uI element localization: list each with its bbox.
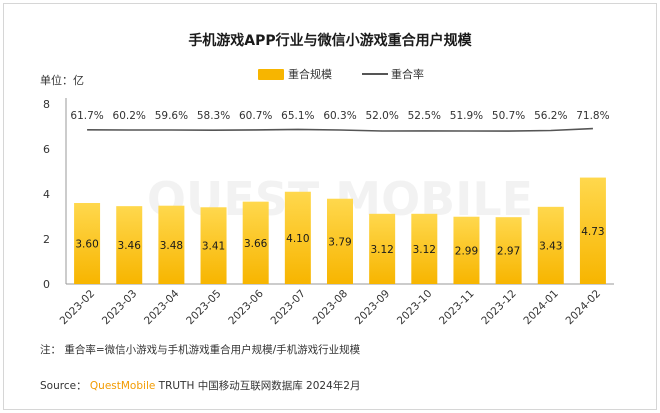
source-brand: QuestMobile: [89, 380, 156, 392]
bar: [453, 216, 480, 284]
legend-bar-label: 重合规模: [288, 68, 332, 81]
rate-value-label: 52.0%: [365, 110, 398, 122]
rate-line: [87, 127, 593, 132]
y-tick-label: 2: [43, 233, 50, 246]
bar-value-label: 3.43: [539, 240, 562, 252]
x-tick-label: 2024-01: [521, 288, 561, 328]
source-line: Source： QuestMobile TRUTH 中国移动互联网数据库 202…: [40, 378, 360, 393]
bar: [495, 217, 522, 284]
source-prefix: Source：: [40, 380, 90, 392]
rate-value-label: 51.9%: [450, 110, 483, 122]
bar: [411, 213, 438, 284]
bar-value-label: 4.73: [581, 226, 604, 238]
rate-value-label: 59.6%: [155, 110, 188, 122]
x-tick-label: 2023-07: [268, 288, 308, 328]
legend-line-label: 重合率: [391, 68, 424, 81]
x-tick-label: 2023-03: [100, 288, 140, 328]
bar: [327, 198, 353, 284]
rate-value-label: 60.3%: [323, 110, 356, 122]
rate-value-label: 60.2%: [113, 110, 146, 122]
bar-value-label: 3.79: [328, 236, 351, 248]
rate-value-label: 58.3%: [197, 110, 230, 122]
rate-value-label: 50.7%: [492, 110, 525, 122]
legend: 重合规模 重合率: [258, 66, 424, 82]
bar: [579, 177, 606, 284]
bar: [116, 206, 143, 284]
x-tick-label: 2023-10: [395, 288, 435, 328]
rate-value-label: 60.7%: [239, 110, 272, 122]
bar-value-label: 4.10: [286, 233, 309, 245]
y-tick-label: 6: [43, 143, 50, 156]
y-tick-label: 0: [43, 278, 50, 291]
bar: [158, 205, 185, 284]
bar: [369, 213, 396, 284]
rate-value-label: 56.2%: [534, 110, 567, 122]
legend-bar-swatch: [258, 68, 284, 80]
rate-value-label: 52.5%: [408, 110, 441, 122]
bar: [74, 203, 101, 284]
x-tick-label: 2023-08: [311, 288, 351, 328]
y-tick-label: 8: [43, 98, 50, 111]
x-tick-label: 2023-12: [479, 288, 519, 328]
bar-value-label: 2.99: [455, 245, 478, 257]
source-rest: TRUTH 中国移动互联网数据库 2024年2月: [155, 380, 361, 392]
x-tick-label: 2023-06: [226, 287, 266, 327]
rate-value-label: 61.7%: [70, 110, 103, 122]
bar: [537, 206, 564, 284]
bar-value-label: 3.41: [202, 241, 225, 253]
bar: [242, 201, 269, 284]
x-tick-label: 2023-04: [142, 287, 182, 327]
x-tick-label: 2023-09: [353, 288, 393, 328]
bar-value-label: 3.66: [244, 238, 268, 250]
bar-value-label: 3.60: [75, 239, 98, 251]
bar-value-label: 3.48: [160, 240, 183, 252]
legend-line-swatch: [362, 73, 388, 75]
footnote: 注： 重合率=微信小游戏与手机游戏重合用户规模/手机游戏行业规模: [40, 344, 361, 356]
unit-label: 单位：亿: [40, 74, 84, 87]
x-tick-label: 2024-02: [564, 288, 604, 328]
bar: [284, 191, 311, 284]
y-tick-label: 4: [43, 188, 50, 201]
rate-value-label: 71.8%: [576, 110, 609, 122]
bar-value-label: 2.97: [497, 246, 520, 258]
bar: [200, 207, 227, 284]
bar-value-label: 3.12: [413, 244, 436, 256]
bar-value-label: 3.46: [118, 240, 142, 252]
chart-title: 手机游戏APP行业与微信小游戏重合用户规模: [188, 33, 472, 49]
x-tick-label: 2023-11: [437, 288, 477, 328]
x-tick-label: 2023-05: [184, 288, 224, 328]
rate-value-label: 65.1%: [281, 110, 314, 122]
x-tick-label: 2023-02: [58, 288, 98, 328]
bar-value-label: 3.12: [370, 244, 393, 256]
